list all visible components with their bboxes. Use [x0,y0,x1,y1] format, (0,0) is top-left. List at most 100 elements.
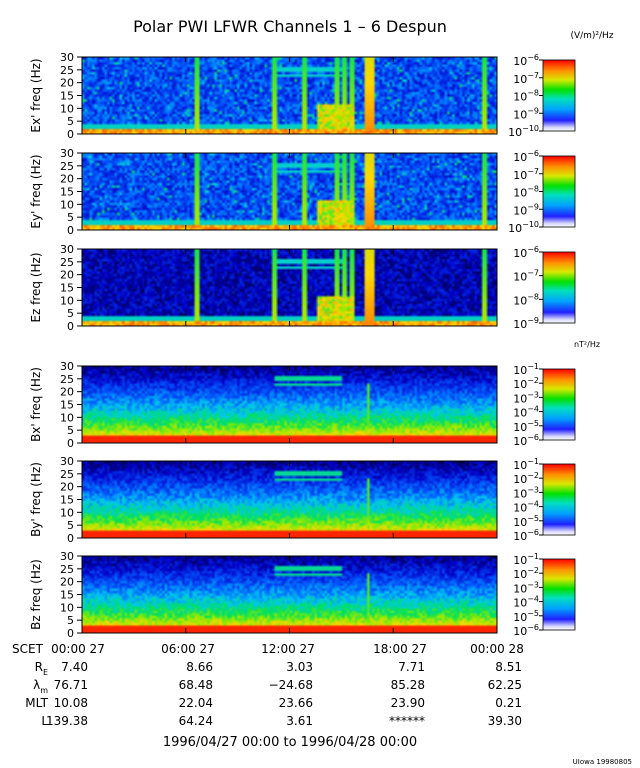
y-tick-label: 0 [67,224,74,237]
colorbar-tick-label: 10−8 [513,185,539,200]
y-tick-label: 0 [67,627,74,640]
colorbar-tick-label: 10−9 [513,202,539,217]
ephemeris-row-label: MLT [25,696,48,710]
colorbar-tick-label: 10−6 [513,623,539,638]
y-tick-label: 25 [60,468,74,481]
ephemeris-value: ****** [389,714,425,728]
y-tick-label: 5 [67,115,74,128]
y-axis-label: Ez freq (Hz) [29,252,43,322]
y-tick-label: 20 [60,576,74,589]
ephemeris-value: 139.38 [46,714,88,728]
ephemeris-value: 3.03 [286,660,313,674]
ephemeris-row-label: RE [35,660,48,677]
ephemeris-value: 62.25 [488,678,522,692]
colorbar-tick-label: 10−10 [508,220,539,235]
y-tick-label: 20 [60,77,74,90]
colorbar-tick-label: 10−1 [513,552,539,567]
y-tick-label: 25 [60,160,74,173]
y-tick-label: 5 [67,614,74,627]
y-tick-label: 15 [60,589,74,602]
y-tick-label: 15 [60,399,74,412]
y-axis-label: By' freq (Hz) [29,462,43,537]
y-tick-label: 25 [60,563,74,576]
ephemeris-value: 0.21 [495,696,522,710]
colorbar-tick-label: 10−2 [513,471,539,486]
colorbar-tick-label: 10−6 [513,528,539,543]
colorbar-tick-label: 10−9 [513,106,539,121]
ephemeris-value: 8.51 [495,660,522,674]
y-axis-label: Ex' freq (Hz) [29,58,43,132]
colorbar-gradient [542,59,576,132]
colorbar-tick-label: 10−2 [513,376,539,391]
spectrogram-image [82,57,497,134]
y-tick-label: 25 [60,256,74,269]
ephemeris-value: 23.90 [391,696,425,710]
ephemeris-value: 8.66 [186,660,213,674]
y-tick-label: 20 [60,173,74,186]
ephemeris-value: −24.68 [269,678,313,692]
y-tick-label: 20 [60,386,74,399]
ephemeris-value: 7.40 [61,660,88,674]
colorbar-tick-label: 10−7 [513,167,539,182]
y-tick-label: 10 [60,411,74,424]
y-tick-label: 10 [60,294,74,307]
colorbar-gradient [542,463,576,536]
ephemeris-value: 85.28 [391,678,425,692]
ephemeris-row-label: L [41,714,48,728]
colorbar-tick-label: 10−6 [513,433,539,448]
y-tick-label: 10 [60,601,74,614]
ephemeris-value: 68.48 [179,678,213,692]
y-tick-label: 30 [60,51,74,64]
time-label: 00:00 27 [51,642,105,656]
colorbar-tick-label: 10−10 [508,124,539,139]
y-tick-label: 30 [60,360,74,373]
y-tick-label: 30 [60,147,74,160]
ephemeris-value: 64.24 [179,714,213,728]
ephemeris-value: 7.71 [398,660,425,674]
y-tick-label: 20 [60,269,74,282]
spectrogram-image [82,249,497,326]
y-tick-label: 0 [67,128,74,141]
ephemeris-value: 23.66 [279,696,313,710]
colorbar-5: 10−110−210−310−410−510−6 [513,457,576,543]
y-tick-label: 5 [67,424,74,437]
y-tick-label: 30 [60,550,74,563]
ephemeris-value: 22.04 [179,696,213,710]
colorbar-tick-label: 10−4 [513,595,539,610]
colorbar-tick-label: 10−7 [513,269,539,284]
y-tick-label: 30 [60,243,74,256]
colorbar-tick-label: 10−6 [513,245,539,260]
colorbar-tick-label: 10−1 [513,362,539,377]
y-tick-label: 0 [67,320,74,333]
scet-label: SCET [12,642,44,656]
colorbar-gradient [542,368,576,441]
colorbar-tick-label: 10−5 [513,514,539,529]
y-tick-label: 20 [60,481,74,494]
colorbar-tick-label: 10−5 [513,609,539,624]
electric-unit-label: (V/m)²/Hz [570,31,613,41]
colorbar-tick-label: 10−6 [513,149,539,164]
colorbar-2: 10−6 10−7 10−8 10−9 10−10 [508,149,576,235]
time-label: 18:00 27 [373,642,427,656]
time-label: 12:00 27 [261,642,315,656]
colorbar-3: 10−6 10−7 10−8 10−9 [513,245,576,331]
colorbar-tick-label: 10−8 [513,292,539,307]
spectrogram-image [82,461,497,538]
y-axis-label: Bz freq (Hz) [29,559,43,630]
spectrogram-image [82,366,497,443]
time-label: 06:00 27 [161,642,215,656]
ephemeris-value: 10.08 [54,696,88,710]
y-axis-label: Bx' freq (Hz) [29,367,43,442]
colorbar-tick-label: 10−6 [513,53,539,68]
date-range-label: 1996/04/27 00:00 to 1996/04/28 00:00 [163,735,417,750]
colorbar-tick-label: 10−2 [513,566,539,581]
y-tick-label: 15 [60,282,74,295]
colorbar-tick-label: 10−4 [513,405,539,420]
